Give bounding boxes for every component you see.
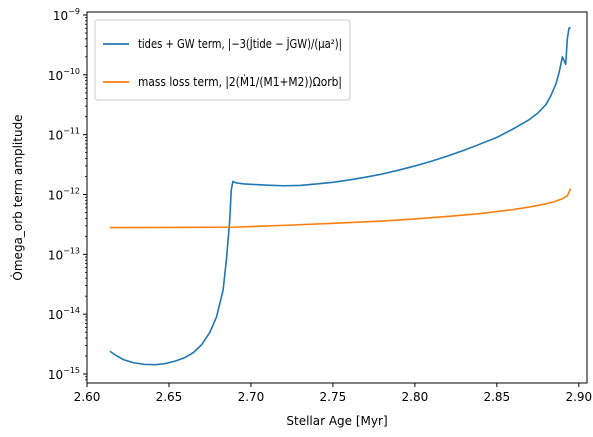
legend-label-1: tides + GW term, |−3(J̇tide − J̇GW)/(μa²…	[138, 37, 342, 51]
y-axis-ticks: 10−15 10−14 10−13 10−12 10−11 10−10 10−9	[48, 7, 87, 382]
series-line-1	[109, 26, 571, 366]
y-tick-label: 10−12	[48, 187, 80, 203]
x-tick-label: 2.60	[74, 390, 101, 404]
y-axis-label: Ȯmega_orb term amplitude	[9, 114, 25, 280]
legend: tides + GW term, |−3(J̇tide − J̇GW)/(μa²…	[94, 19, 351, 101]
y-tick-label: 10−9	[53, 7, 80, 23]
series-layer	[109, 26, 572, 366]
y-tick-label: 10−15	[48, 366, 80, 382]
x-tick-label: 2.70	[238, 390, 265, 404]
x-tick-label: 2.75	[320, 390, 347, 404]
x-tick-label: 2.65	[156, 390, 183, 404]
legend-label-2: mass loss term, |2(Ṁ1/(M1+M2))Ωorb|	[138, 74, 342, 89]
x-tick-label: 2.90	[565, 390, 592, 404]
series-line-2	[109, 188, 572, 229]
x-tick-label: 2.80	[402, 390, 429, 404]
plot-frame	[86, 11, 588, 384]
x-axis-label: Stellar Age [Myr]	[286, 414, 387, 428]
legend-box	[94, 19, 351, 101]
x-axis-ticks: 2.60 2.65 2.70 2.75 2.80 2.85 2.90	[74, 383, 592, 404]
y-tick-label: 10−11	[48, 127, 80, 143]
x-tick-label: 2.85	[483, 390, 510, 404]
y-tick-label: 10−10	[48, 67, 80, 83]
y-tick-label: 10−13	[48, 246, 80, 262]
y-tick-label: 10−14	[48, 306, 80, 322]
